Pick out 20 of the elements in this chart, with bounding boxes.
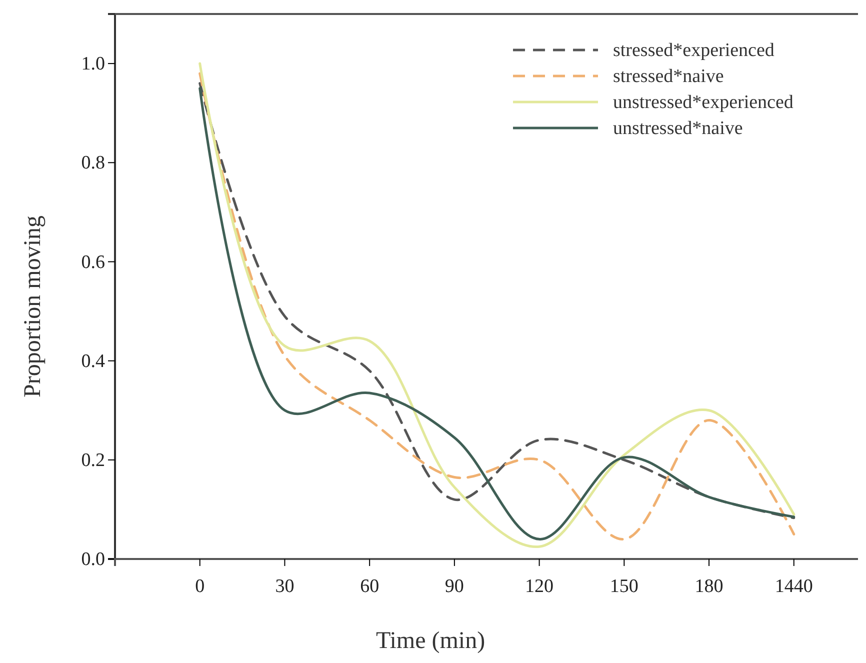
y-tick-label: 0.0 <box>81 549 105 570</box>
x-tick-label: 1440 <box>774 576 813 597</box>
legend-label: stressed*experienced <box>613 40 775 61</box>
y-tick-label: 0.4 <box>81 350 106 372</box>
x-tick-label: 60 <box>360 576 380 597</box>
x-tick-label: 150 <box>610 576 638 597</box>
y-axis-title: Proportion moving <box>20 215 46 398</box>
y-tick-label: 0.8 <box>81 152 105 174</box>
y-tick-label: 0.6 <box>81 252 105 273</box>
legend-label: unstressed*experienced <box>613 92 794 113</box>
x-axis-title: Time (min) <box>376 628 486 654</box>
x-tick-label: 120 <box>525 576 554 597</box>
x-tick-label: 180 <box>694 576 724 597</box>
legend-label: unstressed*naive <box>613 118 743 139</box>
legend-label: stressed*naive <box>613 66 724 87</box>
x-tick-label: 30 <box>275 576 294 597</box>
y-tick-label: 0.2 <box>81 450 105 471</box>
x-tick-label: 0 <box>195 576 205 597</box>
x-tick-label: 90 <box>444 576 464 597</box>
y-tick-label: 1.0 <box>81 54 105 75</box>
